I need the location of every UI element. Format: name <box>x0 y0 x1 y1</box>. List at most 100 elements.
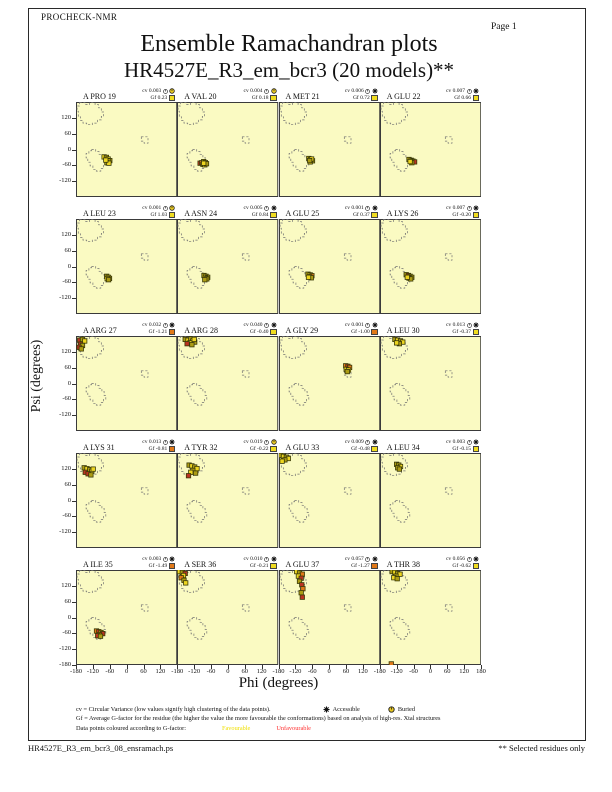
y-axis-tick-label: -120 <box>59 411 71 419</box>
ramachandran-cell: A ARG 27 cv 0.032 Gf -1.21 <box>76 322 178 431</box>
cell-header: A GLU 37 cv 0.057 Gf -1.27 <box>279 556 380 570</box>
gf-value: Gf -0.37 <box>452 328 471 335</box>
x-axis-tick <box>92 665 94 669</box>
cv-value: cv 0.009 <box>344 439 364 446</box>
ramachandran-plot <box>278 336 380 431</box>
buried-icon <box>169 205 175 211</box>
x-axis-tick <box>346 665 347 669</box>
allowed-region-outline <box>85 149 107 172</box>
allowed-region-outline <box>178 102 206 126</box>
x-axis-tick <box>413 665 415 669</box>
cell-annotations: cv 0.010 Gf -0.21 <box>244 556 277 569</box>
residue-label: A GLU 33 <box>285 443 320 452</box>
allowed-region-outline <box>380 102 408 126</box>
y-axis-tick <box>72 399 76 401</box>
ramachandran-cell: A THR 38 cv 0.056 Gf -0.62 <box>379 556 481 665</box>
y-axis-tick-label: -120 <box>59 528 71 536</box>
data-point <box>202 277 208 283</box>
cv-value: cv 0.003 <box>446 439 465 446</box>
cell-header: A MET 21 cv 0.006 Gf 0.72 <box>279 88 380 102</box>
gf-value: Gf -0.48 <box>351 445 370 452</box>
x-axis-tick <box>143 665 145 669</box>
cell-header: A GLY 29 cv 0.001 Gf -1.00 <box>279 322 380 336</box>
residue-label: A THR 38 <box>386 560 420 569</box>
y-axis-tick <box>72 234 76 236</box>
ramachandran-plot <box>76 570 178 665</box>
allowed-region-outline <box>288 149 309 172</box>
x-axis-tick <box>447 665 449 669</box>
allowed-region-outline <box>288 500 309 523</box>
data-point <box>106 160 112 166</box>
cv-value: cv 0.040 <box>243 322 263 329</box>
residue-label: A ARG 28 <box>184 326 219 335</box>
ramachandran-cell: A GLU 22 cv 0.007 Gf 0.66 <box>379 88 481 197</box>
cell-header: A THR 38 cv 0.056 Gf -0.62 <box>380 556 481 570</box>
x-axis-tick <box>177 665 179 669</box>
x-axis-tick <box>278 665 280 669</box>
accessible-icon <box>372 205 378 211</box>
allowed-region-outline <box>389 383 410 406</box>
y-axis-tick-label: -60 <box>62 512 71 520</box>
ramachandran-cell: A LEU 34 cv 0.003 Gf -0.15 <box>379 439 481 548</box>
gf-value: Gf 0.18 <box>251 94 269 101</box>
cell-annotations: cv 0.013 Gf -0.37 <box>446 322 479 335</box>
y-axis-tick <box>72 133 76 135</box>
data-point <box>299 594 305 600</box>
ramachandran-plot <box>379 336 481 431</box>
allowed-region-outline <box>242 370 250 378</box>
gf-colour-swatch <box>371 445 378 452</box>
y-axis-tick <box>72 665 76 666</box>
cell-annotations: cv 0.003 Gf -1.49 <box>142 556 176 569</box>
buried-icon <box>169 88 175 94</box>
x-axis-tick-label: 120 <box>155 668 166 675</box>
allowed-region-outline <box>444 604 453 612</box>
cv-value: cv 0.010 <box>243 556 263 563</box>
accessible-icon <box>473 556 479 562</box>
cell-annotations: cv 0.006 Gf 0.72 <box>345 88 378 101</box>
ramachandran-plot <box>177 570 279 665</box>
ramachandran-plot <box>278 570 380 665</box>
circular-variance-clock-icon <box>466 322 472 328</box>
ramachandran-cell: A ASN 24 cv 0.005 Gf 0.84 <box>177 205 279 314</box>
circular-variance-clock-icon <box>365 88 371 94</box>
cell-header: A ARG 27 cv 0.032 Gf -1.21 <box>76 322 177 336</box>
allowed-region-outline <box>140 487 149 495</box>
y-axis-tick-label: 60 <box>64 246 72 254</box>
buried-icon <box>270 439 277 445</box>
accessible-icon <box>473 439 479 445</box>
x-axis-tick-label: -120 <box>390 668 403 675</box>
allowed-region-outline <box>389 617 410 640</box>
gf-value: Gf -1.00 <box>351 328 370 335</box>
x-axis-tick-label: 60 <box>444 668 451 675</box>
cv-value: cv 0.007 <box>446 205 465 212</box>
gf-value: Gf -0.22 <box>249 445 269 452</box>
cell-annotations: cv 0.040 Gf -0.40 <box>244 322 277 335</box>
cv-value: cv 0.013 <box>142 439 162 446</box>
x-axis-tick-label: -180 <box>171 668 184 675</box>
y-axis-tick <box>72 298 76 300</box>
footer-filename: HR4527E_R3_em_bcr3_08_ensramach.ps <box>28 743 174 753</box>
y-axis-tick-label: -60 <box>62 161 71 169</box>
cv-value: cv 0.004 <box>243 88 263 95</box>
allowed-region-outline <box>288 383 309 406</box>
x-axis-tick-label: 0 <box>327 668 331 675</box>
data-point <box>393 340 399 346</box>
y-axis-tick-label: -120 <box>59 294 71 302</box>
x-axis-tick-label: -60 <box>206 668 216 675</box>
y-axis-tick-label: 60 <box>64 363 72 371</box>
y-axis-tick <box>72 266 76 268</box>
gf-value: Gf 0.72 <box>352 94 370 101</box>
y-axis-tick <box>72 649 76 651</box>
ramachandran-cell: A ARG 28 cv 0.040 Gf -0.40 <box>177 322 279 431</box>
data-point <box>201 160 207 166</box>
cell-header: A ILE 35 cv 0.003 Gf -1.49 <box>76 556 177 570</box>
buried-icon <box>388 706 395 713</box>
y-axis-tick-label: 0 <box>67 262 71 270</box>
allowed-region-outline <box>76 570 104 594</box>
allowed-region-outline <box>140 253 149 261</box>
allowed-region-outline <box>140 136 149 144</box>
y-axis-tick-label: 120 <box>61 347 71 355</box>
cell-annotations: cv 0.013 Gf -0.81 <box>142 439 176 452</box>
ramachandran-cell: A GLU 33 cv 0.009 Gf -0.48 <box>278 439 380 548</box>
cell-header: A GLU 22 cv 0.007 Gf 0.66 <box>380 88 481 102</box>
